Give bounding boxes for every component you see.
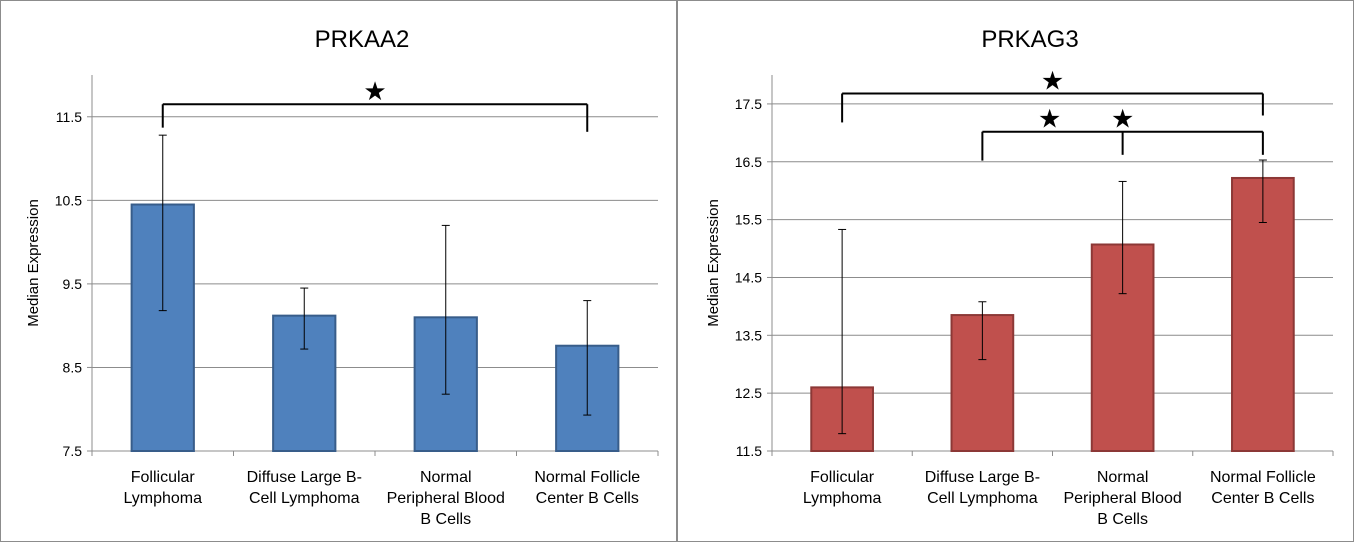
y-tick-label: 16.5 bbox=[735, 154, 762, 170]
significance-star: ★ bbox=[1038, 105, 1061, 135]
category-label: Normal Follicle bbox=[534, 469, 640, 486]
y-tick-label: 12.5 bbox=[735, 385, 762, 401]
y-tick-label: 11.5 bbox=[56, 109, 82, 125]
category-label: B Cells bbox=[420, 511, 471, 528]
category-label: Normal Follicle bbox=[1210, 469, 1316, 486]
category-label: Peripheral Blood bbox=[387, 490, 505, 507]
y-tick-label: 17.5 bbox=[735, 96, 762, 112]
prkaa2-chart-panel: PRKAA2 7.5 8.5 9.5 10.5 11.5 Median Expression… bbox=[0, 0, 677, 542]
y-tick-label: 7.5 bbox=[63, 443, 83, 459]
y-tick-label: 10.5 bbox=[55, 192, 82, 208]
y-tick-label: 8.5 bbox=[63, 359, 83, 375]
category-label: B Cells bbox=[1097, 511, 1148, 528]
category-label: Center B Cells bbox=[536, 490, 639, 507]
chart-title: PRKAA2 bbox=[315, 26, 410, 53]
bar bbox=[130, 203, 195, 452]
category-label: Peripheral Blood bbox=[1063, 490, 1181, 507]
category-label: Center B Cells bbox=[1211, 490, 1314, 507]
prkag3-chart: PRKAG3 11.5 12.5 13.5 14.5 15.5 16.5 17.5 Median… bbox=[705, 26, 1334, 528]
category-label: Cell Lymphoma bbox=[249, 490, 360, 507]
category-label: Lymphoma bbox=[123, 490, 202, 507]
significance-star: ★ bbox=[1111, 105, 1134, 135]
y-axis-label: Median Expression bbox=[705, 199, 722, 327]
category-label: Follicular bbox=[131, 469, 196, 486]
y-tick-label: 9.5 bbox=[63, 276, 83, 292]
significance-star: ★ bbox=[1041, 67, 1064, 97]
y-tick-label: 13.5 bbox=[735, 327, 762, 343]
category-label: Normal bbox=[1097, 469, 1149, 486]
category-label: Cell Lymphoma bbox=[927, 490, 1038, 507]
category-label: Lymphoma bbox=[803, 490, 882, 507]
prkag3-chart-panel: PRKAG3 11.5 12.5 13.5 14.5 15.5 16.5 17.5 Median… bbox=[677, 0, 1354, 542]
y-tick-label: 15.5 bbox=[735, 212, 762, 228]
category-label: Diffuse Large B- bbox=[925, 469, 1040, 486]
category-label: Normal bbox=[420, 469, 472, 486]
y-tick-label: 11.5 bbox=[736, 443, 762, 459]
chart-title: PRKAG3 bbox=[981, 26, 1078, 53]
prkaa2-chart: PRKAA2 7.5 8.5 9.5 10.5 11.5 Median Expression… bbox=[25, 26, 659, 528]
bar bbox=[1231, 176, 1295, 452]
y-axis-label: Median Expression bbox=[25, 199, 42, 327]
significance-star: ★ bbox=[363, 77, 386, 107]
category-label: Diffuse Large B- bbox=[247, 469, 362, 486]
category-label: Follicular bbox=[810, 469, 875, 486]
y-tick-label: 14.5 bbox=[735, 269, 762, 285]
